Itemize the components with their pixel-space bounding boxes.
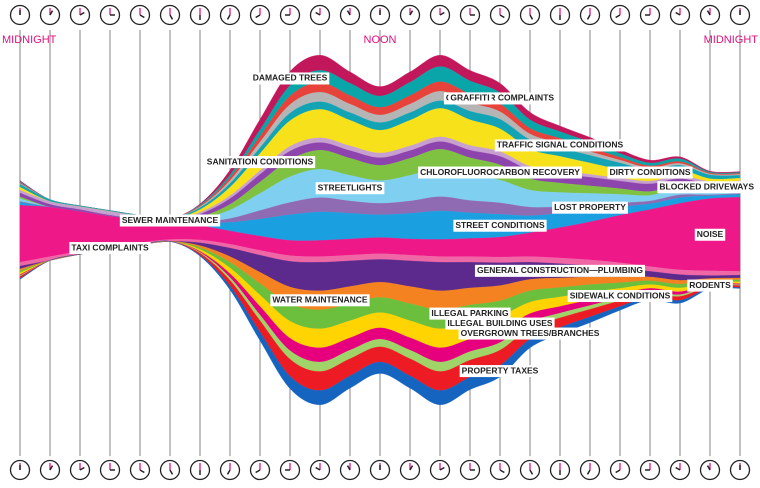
clock-hour-hand [675,466,681,471]
stream-label: STREET CONDITIONS [455,220,545,230]
label-bg [453,219,547,232]
stream-label: SANITATION CONDITIONS [207,156,314,166]
label-bg [552,201,628,214]
label-bg [250,72,330,85]
stream-label: GRAFFITI [450,93,489,103]
stream-label: DIRTY CONDITIONS [609,167,690,177]
clock-hour-hand [706,465,711,471]
clock-hour-hand [79,466,85,471]
clock-hour-hand [675,11,681,16]
stream-label: NOISE [697,229,724,239]
label-bg [657,181,756,194]
x-tick-label: MIDNIGHT [704,34,759,46]
clock-hour-hand [615,469,621,474]
label-bg [445,317,555,330]
clock-hour-hand [79,11,85,16]
label-bg [494,139,626,152]
stream-label: OVERGROWN TREES/BRANCHES [461,328,600,338]
stream-label: ILLEGAL PARKING [431,308,509,318]
label-bg [448,92,492,105]
streams [19,55,741,405]
clock-hour-hand [139,469,145,474]
clock-hour-hand [169,14,174,20]
clock-hour-hand [409,10,414,16]
label-bg [69,242,151,255]
clock-hour-hand [49,465,54,471]
stream-label: WATER MAINTENANCE [272,295,368,305]
clock-hour-hand [169,469,174,475]
label-bg [459,365,541,378]
label-bg [204,156,316,169]
clock-hour-hand [49,10,54,16]
clock-hour-hand [226,469,231,475]
label-bg [458,327,602,340]
clock-hour-hand [586,469,591,475]
label-bg [474,264,646,277]
clock-hour-hand [499,14,505,19]
clock-hour-hand [586,14,591,20]
label-bg [687,279,733,292]
clock-hour-hand [439,11,445,16]
stream-label: BLOCKED DRIVEWAYS [659,182,754,192]
stream-label: SEWER MAINTENANCE [122,215,219,225]
stream-label: TAXI COMPLAINTS [71,242,149,252]
clock-hour-hand [499,469,505,474]
label-bg [270,294,370,307]
clock-hour-hand [139,14,145,19]
stream-label: TRAFFIC SIGNAL CONDITIONS [497,140,624,150]
label-bg [694,228,726,241]
stream-label: LOST PROPERTY [554,202,626,212]
clock-hour-hand [439,466,445,471]
label-bg [567,290,673,303]
clock-hour-hand [255,469,261,474]
stream-label: CONSUMER COMPLAINTS [446,93,554,103]
stream-label: GENERAL CONSTRUCTION—PLUMBING [477,265,643,275]
clock-hour-hand [346,465,351,471]
clock-hour-hand [315,466,321,471]
stream-label: DAMAGED TREES [253,73,328,83]
label-bg [315,182,385,195]
stream-label: CHLOROFLUOROCARBON RECOVERY [420,167,580,177]
clock-hour-hand [346,10,351,16]
stream-label: RODENTS [689,280,731,290]
stream-label: ILLEGAL BUILDING USES [447,318,552,328]
label-bg [119,214,221,227]
label-bg [429,307,511,320]
stream-label: STREETLIGHTS [318,182,383,192]
clock-hour-hand [529,14,534,20]
stream [19,240,741,405]
stream-label: SIDEWALK CONDITIONS [570,290,671,300]
label-bg [418,166,582,179]
clock-hour-hand [529,469,534,475]
label-bg [607,166,693,179]
x-tick-label: MIDNIGHT [2,34,57,46]
clock-hour-hand [226,14,231,20]
clock-hour-hand [409,465,414,471]
x-tick-label: NOON [364,34,397,46]
clock-hour-hand [706,10,711,16]
stream-label: PROPERTY TAXES [462,365,539,375]
clock-hour-hand [315,11,321,16]
clock-hour-hand [255,14,261,19]
clock-hour-hand [615,14,621,19]
